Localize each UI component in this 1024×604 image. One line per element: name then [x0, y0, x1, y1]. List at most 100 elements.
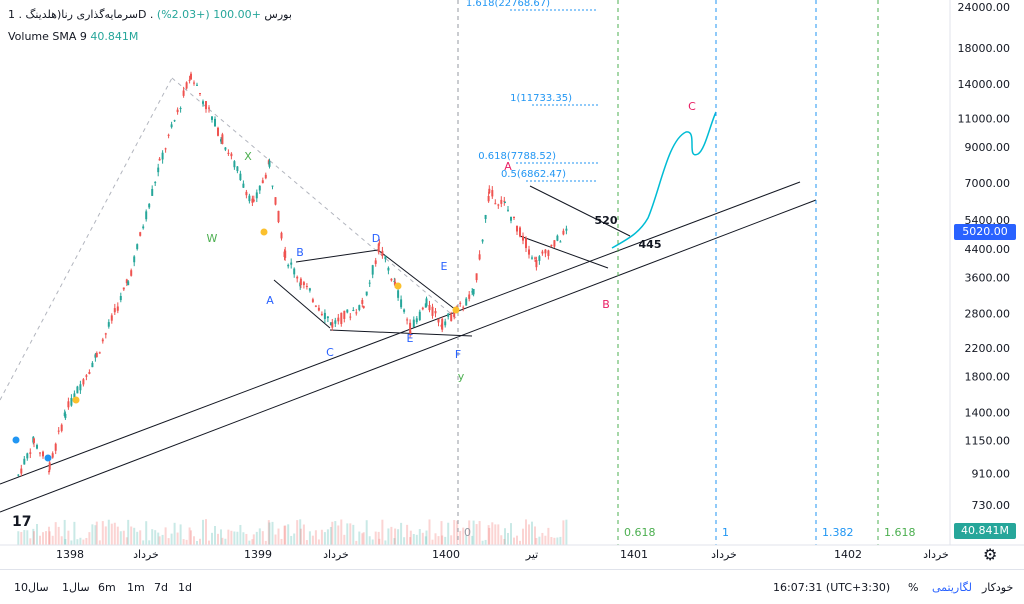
candle-body	[503, 200, 506, 202]
volume-bar	[459, 530, 462, 545]
candle-body	[214, 118, 216, 127]
price-tick: 1800.00	[965, 370, 1011, 383]
candle-body	[116, 306, 119, 311]
symbol-legend[interactable]: سرمایه‌گذاری رنا(هلدینگ . 1D . بورس +100…	[8, 8, 292, 21]
auto-toggle[interactable]: خودکار	[982, 581, 1014, 594]
chart-canvas[interactable]: 1.618(22768.67) 1(11733.35) 0.618(7788.52)…	[0, 0, 1024, 569]
candle-body	[136, 244, 139, 250]
volume-bar	[365, 520, 368, 545]
candle-body	[196, 84, 198, 86]
candle-body	[280, 232, 283, 239]
volume-bar	[323, 532, 326, 545]
pivot-dot	[44, 454, 52, 462]
candle-body	[550, 244, 553, 247]
candle-body	[57, 430, 60, 432]
candle-body	[317, 307, 320, 311]
volume-bar	[271, 521, 274, 545]
candle-body	[497, 204, 500, 206]
volume-bar	[158, 536, 161, 545]
wave-label: A	[266, 294, 274, 307]
time-tick: خرداد	[711, 548, 737, 561]
percent-toggle[interactable]: %	[908, 581, 919, 594]
tf-7d[interactable]: 7d	[154, 581, 168, 594]
log-toggle[interactable]: لگاریتمی	[932, 581, 972, 594]
wave-label: C	[326, 346, 334, 359]
tf-1d[interactable]: 1d	[178, 581, 192, 594]
volume-bar	[525, 519, 527, 545]
tradingview-logo[interactable]: 17	[12, 514, 32, 530]
volume-bar	[384, 540, 387, 545]
volume-bar	[101, 521, 104, 545]
candle-body	[248, 195, 251, 202]
candle-body	[562, 230, 565, 235]
volume-bar	[403, 537, 406, 545]
candle-body	[110, 315, 113, 321]
volume-bar	[468, 520, 471, 545]
candle-body	[48, 462, 51, 470]
candle-body	[271, 185, 274, 187]
volume-bar	[308, 531, 311, 545]
volume-bar	[125, 537, 128, 545]
volume-value: 40.841M	[90, 30, 139, 43]
volume-bar	[145, 521, 148, 545]
volume-bar	[400, 522, 403, 545]
volume-bar	[258, 528, 261, 545]
volume-bar	[17, 531, 20, 545]
volume-bar	[130, 526, 133, 545]
volume-bar	[176, 532, 179, 545]
volume-bar	[299, 519, 302, 545]
volume-bar	[48, 526, 50, 545]
candle-body	[217, 127, 219, 136]
candle-body	[145, 211, 148, 220]
candle-body	[522, 235, 524, 241]
volume-bar	[173, 522, 176, 545]
time-tick: 1398	[56, 548, 84, 561]
volume-bar	[283, 525, 286, 545]
tf-1y[interactable]: 1سال	[62, 581, 90, 594]
wave-x-leg	[171, 77, 457, 319]
candle-body	[125, 279, 128, 284]
candle-body	[337, 317, 340, 322]
volume-bar	[531, 521, 533, 545]
volume-bar	[142, 540, 145, 545]
candle-body	[148, 203, 151, 208]
price-annotation: 520	[595, 214, 618, 227]
candle-body	[381, 250, 384, 257]
wave-x-leg	[0, 77, 173, 401]
candle-body	[258, 185, 261, 191]
fib-time-label: 1.382	[822, 526, 854, 539]
wave-label: X	[244, 150, 252, 163]
volume-bar	[497, 524, 500, 545]
tf-10y[interactable]: 10سال	[14, 581, 49, 594]
volume-bar	[343, 534, 346, 545]
volume-legend[interactable]: Volume SMA 9 40.841M	[8, 30, 138, 43]
clock[interactable]: 16:07:31 (UTC+3:30)	[773, 581, 891, 594]
candle-body	[519, 227, 521, 237]
price-tick: 1400.00	[965, 406, 1011, 419]
candle-body	[559, 241, 562, 243]
candle-body	[290, 262, 293, 265]
volume-bar	[390, 526, 393, 545]
time-tick: تیر	[525, 548, 538, 561]
candle-body	[409, 333, 412, 336]
volume-bar	[116, 526, 119, 545]
candle-body	[409, 322, 412, 334]
symbol-name: سرمایه‌گذاری رنا(هلدینگ	[25, 8, 138, 21]
price-tick: 730.00	[972, 499, 1011, 512]
candle-body	[365, 291, 368, 296]
candle-body	[553, 240, 556, 247]
candle-body	[531, 257, 533, 259]
candle-body	[377, 243, 380, 253]
volume-bar	[535, 538, 538, 545]
volume-bar	[110, 523, 113, 545]
tf-6m[interactable]: 6m	[98, 581, 116, 594]
volume-bar	[406, 524, 409, 545]
volume-bar	[127, 519, 130, 545]
settings-gear-icon[interactable]: ⚙	[983, 545, 998, 564]
volume-bar	[484, 539, 487, 545]
volume-bar	[415, 534, 418, 545]
candle-body	[208, 107, 210, 109]
volume-bar	[36, 523, 38, 545]
tf-1m[interactable]: 1m	[127, 581, 145, 594]
candle-body	[494, 203, 497, 205]
